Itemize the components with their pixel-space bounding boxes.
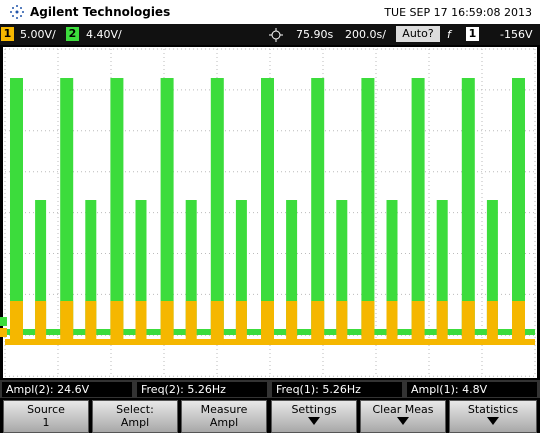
ch1-marker	[0, 328, 7, 337]
measurement-label: Ampl(1):	[411, 383, 459, 396]
ch1-pulse	[411, 301, 425, 345]
ch2-chip: 2	[66, 27, 79, 41]
softkey-value: 1	[42, 416, 50, 429]
ch1-pulse	[10, 301, 23, 345]
delay-icon	[269, 28, 283, 42]
trigger-level: -156V	[500, 28, 533, 41]
delay: 75.90s	[296, 28, 334, 41]
softkey-value: Ampl	[120, 416, 150, 429]
ch1-scale: 5.00V/	[20, 28, 56, 41]
ch2-pulse	[436, 200, 448, 335]
measurement: Ampl(1): 4.8V	[407, 382, 537, 397]
ch2-pulse	[512, 78, 525, 335]
softkey-label: Clear Meas	[372, 403, 434, 416]
ch1-pulse	[286, 301, 298, 345]
ch2-pulse	[60, 78, 74, 335]
ch2-pulse	[235, 200, 247, 335]
ch2-pulse	[361, 78, 375, 335]
ch1-pulse	[185, 301, 197, 345]
measurement-value: 4.8V	[462, 383, 488, 396]
measurement: Ampl(2): 24.6V	[2, 382, 132, 397]
arrow	[308, 417, 320, 425]
arrow	[487, 417, 499, 425]
ch1-pulse	[486, 301, 498, 345]
ch2-pulse	[10, 78, 23, 335]
arrow	[397, 417, 409, 425]
ch2-marker	[0, 317, 7, 326]
softkey-arrow	[487, 417, 499, 425]
measurement-bar: Ampl(2): 24.6V Freq(2): 5.26Hz Freq(1): 5.…	[0, 380, 540, 398]
ch1-pulse	[336, 301, 348, 345]
ch1-pulse	[436, 301, 448, 345]
measurement-value: 24.6V	[57, 383, 90, 396]
ch2-pulse	[461, 78, 475, 335]
ch1-pulse	[160, 301, 174, 345]
softkey-label: Select:	[116, 403, 154, 416]
ch1-pulse	[110, 301, 124, 345]
ch1-pulse	[135, 301, 147, 345]
ch1-pulse	[461, 301, 475, 345]
softkey-arrow	[397, 417, 409, 425]
waveform-display	[0, 47, 537, 378]
header: Agilent Technologies TUE SEP 17 16:59:08…	[0, 0, 540, 24]
ch2-pulse	[286, 200, 298, 335]
softkey[interactable]: Statistics	[449, 400, 537, 433]
ch2-pulse	[35, 200, 47, 335]
ch2-pulse	[110, 78, 124, 335]
ch1-chip: 1	[1, 27, 14, 41]
measurement-value: 5.26Hz	[187, 383, 226, 396]
softkey-arrow	[308, 417, 320, 425]
softkey-label: Statistics	[467, 403, 519, 416]
softkey[interactable]: Source 1	[3, 400, 89, 433]
ch1-pulse	[261, 301, 274, 345]
measurement-value: 5.26Hz	[322, 383, 361, 396]
ch2-pulse	[386, 200, 398, 335]
ch1-pulse	[210, 301, 224, 345]
softkey[interactable]: Clear Meas	[360, 400, 446, 433]
measurement: Freq(1): 5.26Hz	[272, 382, 402, 397]
trigger-mode[interactable]: Auto?	[396, 26, 440, 42]
brand: Agilent Technologies	[30, 5, 171, 19]
ch1-pulse	[361, 301, 375, 345]
ch1-pulse	[35, 301, 47, 345]
softkey-label: Settings	[291, 403, 337, 416]
ch2-pulse	[411, 78, 425, 335]
ch1-pulse	[60, 301, 74, 345]
ch2-pulse	[135, 200, 147, 335]
ch2-pulse	[261, 78, 274, 335]
ch2-pulse	[336, 200, 348, 335]
ch1-pulse	[386, 301, 398, 345]
ch1-pulse	[235, 301, 247, 345]
softkey-value: Ampl	[209, 416, 239, 429]
datetime: TUE SEP 17 16:59:08 2013	[384, 6, 532, 19]
softkey[interactable]: Select: Ampl	[92, 400, 178, 433]
ch2-pulse	[85, 200, 97, 335]
softkey-label: Measure	[200, 403, 248, 416]
logo	[10, 5, 24, 19]
ch2-pulse	[210, 78, 224, 335]
ch2-pulse	[185, 200, 197, 335]
ch2-pulse	[486, 200, 498, 335]
status-bar: 1 5.00V/ 2 4.40V/ 75.90s 200.0s/ Auto? f…	[0, 24, 540, 45]
ch2-pulse	[160, 78, 174, 335]
measurement-label: Freq(2):	[141, 383, 184, 396]
trigger-source: 1	[466, 27, 479, 41]
measurement-label: Freq(1):	[276, 383, 319, 396]
softkey[interactable]: Measure Ampl	[181, 400, 267, 433]
measurement: Freq(2): 5.26Hz	[137, 382, 267, 397]
ch1-pulse	[311, 301, 325, 345]
trigger-slope: f	[447, 28, 451, 41]
softkey[interactable]: Settings	[271, 400, 357, 433]
ch2-pulse	[311, 78, 325, 335]
ch2-scale: 4.40V/	[86, 28, 122, 41]
timebase: 200.0s/	[345, 28, 386, 41]
measurement-label: Ampl(2):	[6, 383, 54, 396]
ch1-pulse	[85, 301, 97, 345]
ch1-pulse	[512, 301, 525, 345]
softkey-label: Source	[27, 403, 65, 416]
